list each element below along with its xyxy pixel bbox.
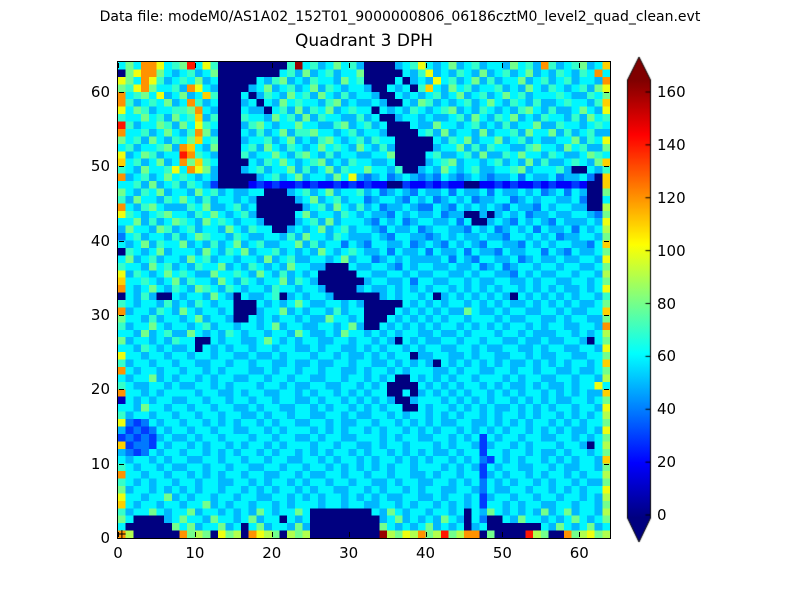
x-tick-label: 50 (492, 544, 512, 562)
x-tick-mark (348, 532, 350, 537)
y-tick-mark (119, 538, 124, 539)
origin-plus-marker: + (116, 527, 127, 542)
y-tick-label: 50 (90, 157, 110, 176)
colorbar-tick-label: 60 (657, 347, 677, 366)
x-tick-mark (579, 63, 581, 68)
y-tick-label: 30 (90, 305, 110, 324)
y-tick-label: 10 (90, 454, 110, 473)
y-tick-mark (119, 240, 124, 242)
data-file-header: Data file: modeM0/AS1A02_152T01_90000008… (99, 9, 701, 25)
y-tick-mark (604, 240, 609, 242)
x-tick-mark (118, 63, 119, 68)
x-tick-mark (579, 532, 581, 537)
colorbar-tick-label: 120 (657, 188, 686, 207)
x-tick-label: 30 (339, 544, 359, 562)
y-tick-mark (604, 389, 609, 391)
colorbar-tick-label: 20 (657, 453, 677, 472)
colorbar-tick-label: 40 (657, 400, 677, 419)
colorbar-canvas (626, 56, 652, 544)
y-tick-label: 0 (100, 529, 110, 547)
x-tick-mark (425, 63, 427, 68)
x-tick-mark (194, 63, 196, 68)
y-tick-label: 20 (90, 380, 110, 399)
x-tick-label: 60 (569, 544, 589, 562)
heatmap-axes (117, 61, 611, 539)
y-tick-mark (604, 538, 609, 539)
x-tick-mark (271, 532, 273, 537)
x-tick-label: 20 (262, 544, 282, 562)
x-tick-mark (425, 532, 427, 537)
x-tick-label: 0 (113, 544, 123, 562)
y-tick-mark (604, 314, 609, 316)
y-tick-mark (119, 166, 124, 168)
plot-title: Quadrant 3 DPH (295, 31, 433, 51)
colorbar-tick-label: 0 (657, 506, 667, 524)
y-tick-mark (119, 314, 124, 316)
x-tick-label: 40 (415, 544, 436, 562)
x-tick-mark (502, 532, 504, 537)
x-tick-label: 10 (185, 544, 205, 562)
x-tick-mark (502, 63, 504, 68)
y-tick-mark (604, 463, 609, 465)
y-tick-mark (604, 91, 609, 93)
y-tick-label: 60 (90, 82, 110, 101)
x-tick-mark (118, 532, 119, 537)
heatmap-canvas (118, 62, 610, 538)
y-tick-mark (119, 463, 124, 465)
colorbar-tick-label: 80 (657, 294, 677, 313)
colorbar-tick-label: 160 (657, 83, 686, 101)
colorbar-tick-label: 100 (657, 241, 686, 260)
x-tick-mark (271, 63, 273, 68)
x-tick-mark (348, 63, 350, 68)
y-tick-mark (604, 166, 609, 168)
y-tick-mark (119, 389, 124, 391)
y-tick-mark (119, 91, 124, 93)
x-tick-mark (194, 532, 196, 537)
colorbar-tick-label: 140 (657, 135, 686, 154)
y-tick-label: 40 (90, 231, 110, 250)
